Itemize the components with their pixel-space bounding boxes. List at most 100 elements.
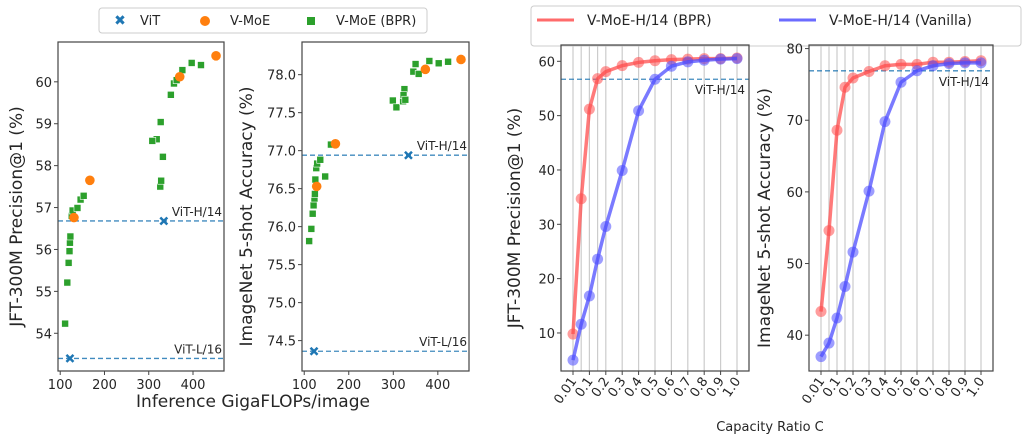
panel-jft-capacity: ViT-H/141020304050600.010.10.20.30.40.50…	[505, 44, 750, 407]
legend-left-box	[98, 7, 428, 34]
vanilla-point	[831, 312, 843, 324]
y-tick-label: 30	[538, 218, 555, 233]
vanilla-point	[943, 58, 955, 70]
bpr-point	[425, 57, 434, 65]
vanilla-point	[649, 73, 661, 85]
legend-label: ViT	[140, 14, 160, 29]
vanilla-point	[698, 54, 710, 66]
bpr-point	[63, 278, 72, 287]
bpr-point	[389, 96, 397, 105]
vanilla-point	[715, 53, 727, 65]
vanilla-point	[839, 280, 851, 292]
y-axis-label: ImageNet 5-shot Accuracy (%)	[237, 87, 257, 347]
vmoe-point	[85, 175, 95, 186]
y-tick-label: 57	[35, 202, 52, 217]
circle-marker-icon	[200, 16, 210, 26]
bpr-point	[863, 66, 875, 78]
y-tick-label: 60	[786, 186, 803, 201]
vanilla-point	[600, 220, 612, 232]
legend-right: V-MoE-H/14 (BPR) V-MoE-H/14 (Vanilla)	[530, 5, 1022, 47]
vit-point-stroke	[309, 346, 319, 356]
bpr-point	[831, 124, 843, 136]
vmoe-point	[211, 51, 221, 61]
vit-point	[159, 216, 169, 226]
bpr-point	[411, 60, 420, 68]
y-tick-label: 55	[35, 285, 52, 300]
panel-imagenet-flops: ViT-H/14 ViT-L/16 100 200 300 400 74.5 75.0 75.5…	[237, 41, 470, 393]
reference-label: ViT-H/14	[417, 139, 467, 153]
reference-label: ViT-L/16	[419, 335, 467, 349]
reference-label: ViT-L/16	[174, 342, 222, 356]
y-axis-label: JFT-300M Precision@1 (%)	[7, 106, 27, 327]
bpr-point	[414, 70, 423, 78]
square-marker-icon	[307, 17, 315, 25]
x-tick-label: 300	[381, 378, 406, 393]
x-marker-icon: ✖	[114, 13, 126, 29]
y-tick-label: 50	[538, 110, 555, 125]
vmoe-point	[330, 139, 341, 149]
bpr-point	[159, 153, 167, 161]
y-tick-label: 50	[786, 258, 803, 273]
y-tick-label: 58	[35, 160, 52, 175]
panel-imagenet-capacity: ViT-H/1440506070800.010.10.20.30.40.50.6…	[755, 43, 994, 407]
y-tick-label: 54	[35, 327, 52, 342]
vit-point	[309, 346, 319, 356]
x-tick-label: 300	[136, 378, 161, 393]
bpr-point	[879, 60, 891, 72]
bpr-point	[444, 57, 452, 66]
bpr-point	[73, 204, 82, 212]
bpr-point	[583, 103, 595, 115]
vanilla-point	[731, 53, 743, 65]
axes-frame	[301, 41, 470, 372]
vit-point-stroke	[159, 216, 169, 226]
bpr-point	[616, 60, 628, 72]
y-tick-label: 60	[35, 76, 52, 91]
reference-label: ViT-H/14	[695, 83, 745, 97]
x-axis-label-flops: Inference GigaFLOPs/image	[136, 392, 370, 412]
x-tick-label: 400	[425, 378, 450, 393]
vit-point	[404, 150, 413, 160]
bpr-point	[66, 232, 75, 241]
vanilla-point	[863, 185, 875, 197]
bpr-point	[600, 66, 612, 78]
legend-left: ✖ ViT V-MoE V-MoE (BPR)	[98, 7, 428, 34]
bpr-point	[401, 95, 410, 104]
bpr-point	[66, 238, 74, 247]
y-tick-label: 77.5	[267, 107, 296, 122]
bpr-point	[64, 259, 73, 267]
x-tick-label: 1.0	[964, 375, 988, 401]
x-tick-label: 1.0	[720, 375, 744, 401]
legend-label: V-MoE-H/14 (Vanilla)	[829, 13, 972, 29]
vanilla-point	[927, 60, 939, 72]
legend-label: V-MoE-H/14 (BPR)	[587, 13, 712, 29]
legend-item-vit: ✖ ViT	[114, 13, 160, 29]
y-tick-label: 40	[786, 329, 803, 344]
vanilla-point	[895, 76, 907, 88]
y-axis-label: JFT-300M Precision@1 (%)	[505, 108, 525, 329]
bpr-point	[839, 81, 851, 93]
y-tick-label: 75.5	[267, 259, 296, 274]
bpr-point	[823, 225, 835, 237]
bpr-point	[305, 237, 313, 245]
vanilla-point	[592, 253, 604, 265]
bpr-point	[167, 91, 175, 99]
x-tick-label: 200	[92, 378, 117, 393]
y-tick-label: 60	[538, 55, 555, 70]
bpr-point	[307, 225, 316, 233]
vanilla-point	[633, 105, 645, 117]
reference-label: ViT-H/14	[172, 205, 222, 219]
y-tick-label: 40	[538, 164, 555, 179]
y-tick-label: 76.5	[267, 183, 296, 198]
y-axis-label: ImageNet 5-shot Accuracy (%)	[755, 88, 775, 348]
vanilla-point	[879, 116, 891, 128]
vanilla-point	[823, 337, 835, 349]
y-tick-label: 70	[786, 114, 803, 129]
bpr-point	[65, 247, 74, 255]
vanilla-point	[575, 318, 587, 330]
vanilla-point	[682, 56, 694, 68]
vanilla-point	[911, 65, 923, 77]
bpr-point	[61, 319, 69, 328]
y-tick-label: 78.0	[267, 69, 296, 84]
vit-point-stroke	[65, 354, 75, 363]
